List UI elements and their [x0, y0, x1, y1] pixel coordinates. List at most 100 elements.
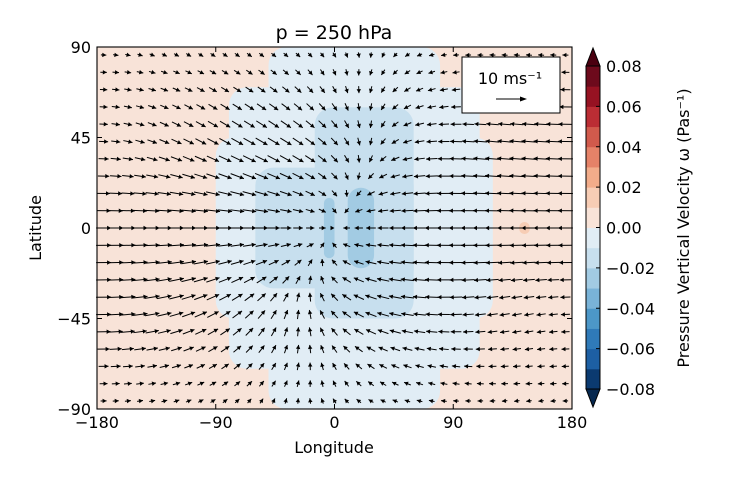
- x-tick-label: 0: [329, 413, 339, 432]
- colorbar-swatch: [586, 308, 600, 329]
- wind-vector: [183, 121, 194, 128]
- wind-vector: [233, 69, 241, 75]
- wind-vector: [489, 52, 496, 58]
- y-axis-ticks: 90 45 0 −45 −90: [57, 38, 572, 419]
- wind-vector: [307, 292, 313, 302]
- wind-vector: [400, 260, 415, 265]
- wind-vector: [171, 138, 182, 145]
- x-tick-label: −180: [75, 413, 119, 432]
- wind-vector: [254, 173, 269, 180]
- wind-vector: [158, 174, 171, 179]
- wind-vector: [497, 156, 513, 161]
- wind-vector: [145, 208, 160, 214]
- wind-vector: [353, 277, 365, 283]
- wind-vector: [144, 311, 160, 317]
- wind-vector: [331, 190, 338, 197]
- wind-vector: [535, 277, 547, 283]
- wind-vector: [450, 139, 463, 144]
- wind-vector: [111, 139, 121, 144]
- wind-vector: [120, 260, 136, 265]
- wind-vector: [133, 329, 147, 334]
- wind-vector: [149, 399, 156, 404]
- wind-vector: [98, 156, 109, 162]
- wind-vector: [135, 139, 145, 144]
- wind-vector: [193, 191, 208, 197]
- wind-vector: [243, 120, 255, 128]
- wind-vector: [524, 329, 534, 335]
- wind-vector: [378, 208, 389, 214]
- wind-vector: [184, 364, 194, 369]
- wind-vector: [557, 191, 573, 196]
- wind-vector: [438, 346, 449, 352]
- wind-vector: [135, 104, 145, 110]
- wind-vector: [173, 399, 180, 404]
- wind-vector: [294, 86, 302, 93]
- wind-vector: [391, 156, 400, 161]
- wind-vector: [533, 156, 549, 161]
- wind-vector: [221, 363, 230, 370]
- wind-vector: [367, 173, 375, 180]
- wind-vector: [218, 208, 233, 214]
- wind-vector: [256, 120, 268, 129]
- wind-vector: [501, 52, 508, 58]
- wind-vector: [317, 172, 327, 180]
- wind-vector: [331, 345, 338, 353]
- wind-vector: [205, 208, 221, 214]
- wind-vector: [245, 86, 254, 93]
- wind-vector: [461, 173, 476, 179]
- wind-vector: [268, 242, 280, 248]
- wind-vector: [219, 137, 232, 146]
- wind-vector: [320, 69, 325, 76]
- wind-vector: [451, 87, 461, 92]
- wind-vector: [271, 344, 277, 354]
- wind-vector: [279, 155, 293, 163]
- wind-vector: [355, 380, 362, 387]
- wind-vector: [414, 346, 425, 352]
- wind-vector: [342, 293, 352, 301]
- wind-vector: [485, 139, 500, 144]
- wind-vector: [197, 381, 205, 386]
- colorbar-tick-label: 0.04: [606, 138, 642, 157]
- wind-vector: [230, 242, 245, 248]
- wind-vector: [353, 294, 365, 300]
- wind-vector: [255, 155, 269, 163]
- wind-vector: [424, 225, 439, 231]
- wind-vector: [120, 208, 135, 213]
- wind-vector: [331, 120, 338, 129]
- wind-vector: [557, 156, 573, 161]
- wind-vector: [196, 87, 205, 93]
- wind-vector: [344, 85, 349, 94]
- y-axis-label: Latitude: [26, 195, 45, 261]
- wind-vector: [512, 346, 522, 352]
- wind-vector: [549, 364, 557, 369]
- wind-vector: [194, 155, 207, 162]
- wind-vector: [169, 208, 184, 214]
- wind-vector: [330, 293, 339, 301]
- wind-vector: [132, 277, 148, 282]
- wind-vector: [436, 260, 451, 265]
- wind-vector: [281, 259, 291, 266]
- wind-vector: [354, 243, 364, 248]
- wind-vector: [292, 190, 304, 197]
- wind-vector: [389, 208, 401, 214]
- wind-vector: [449, 156, 463, 161]
- wind-vector: [185, 52, 192, 57]
- wind-vector: [246, 69, 253, 75]
- wind-vector: [461, 139, 475, 144]
- wind-vector: [402, 156, 413, 162]
- wind-vector: [207, 311, 219, 318]
- wind-vector: [109, 346, 122, 352]
- wind-vector: [148, 104, 157, 110]
- wind-vector: [380, 120, 386, 128]
- wind-vector: [546, 121, 561, 127]
- wind-vector: [157, 191, 172, 196]
- wind-vector: [182, 328, 195, 335]
- wind-vector: [243, 137, 256, 146]
- wind-vector: [283, 292, 289, 302]
- wind-vector: [377, 225, 389, 231]
- wind-vector: [487, 312, 498, 317]
- x-tick-label: 90: [443, 413, 463, 432]
- wind-vector: [295, 362, 301, 371]
- wind-vector: [231, 276, 244, 283]
- wind-vector: [499, 312, 510, 317]
